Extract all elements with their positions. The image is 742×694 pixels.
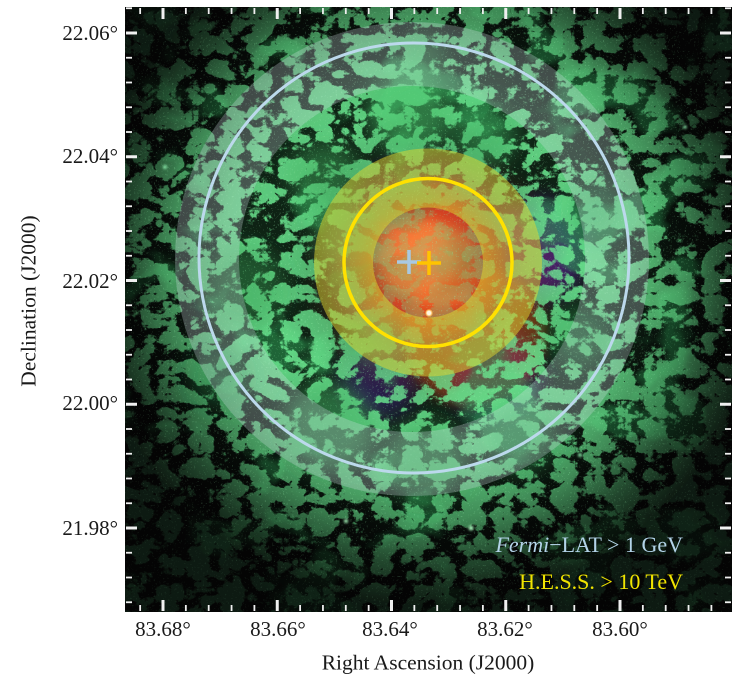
x-tick-label: 83.62° (477, 617, 533, 641)
x-tick-label: 83.64° (362, 617, 418, 641)
white-dot-marker (425, 309, 433, 317)
x-tick-label: 83.60° (592, 617, 648, 641)
legend-fermi-italic: Fermi (494, 532, 549, 557)
hess-centroid-cross (417, 251, 441, 275)
y-tick-label: 22.02° (62, 269, 118, 293)
y-tick-label: 21.98° (62, 516, 118, 540)
legend-hess-label: H.E.S.S. > 10 TeV (519, 569, 683, 594)
hess-extension-circle (342, 176, 514, 349)
x-axis-title: Right Ascension (J2000) (321, 650, 535, 675)
x-tick-label: 83.66° (250, 617, 306, 641)
y-axis-title: Declination (J2000) (16, 215, 41, 387)
green-stars (163, 125, 687, 531)
tick-marks (126, 7, 731, 611)
fermi-uncertainty-band (175, 22, 649, 496)
sky-map-plot: Fermi−LAT > 1 GeV H.E.S.S. > 10 TeV (125, 7, 732, 612)
x-tick-label: 83.68° (135, 617, 191, 641)
y-tick-label: 22.04° (62, 144, 118, 168)
legend-fermi-label: Fermi−LAT > 1 GeV (494, 532, 683, 557)
y-tick-label: 22.00° (62, 391, 118, 415)
y-tick-label: 22.06° (62, 21, 118, 45)
fermi-extension-circle (197, 41, 631, 475)
legend-fermi-rest: −LAT > 1 GeV (549, 532, 683, 557)
